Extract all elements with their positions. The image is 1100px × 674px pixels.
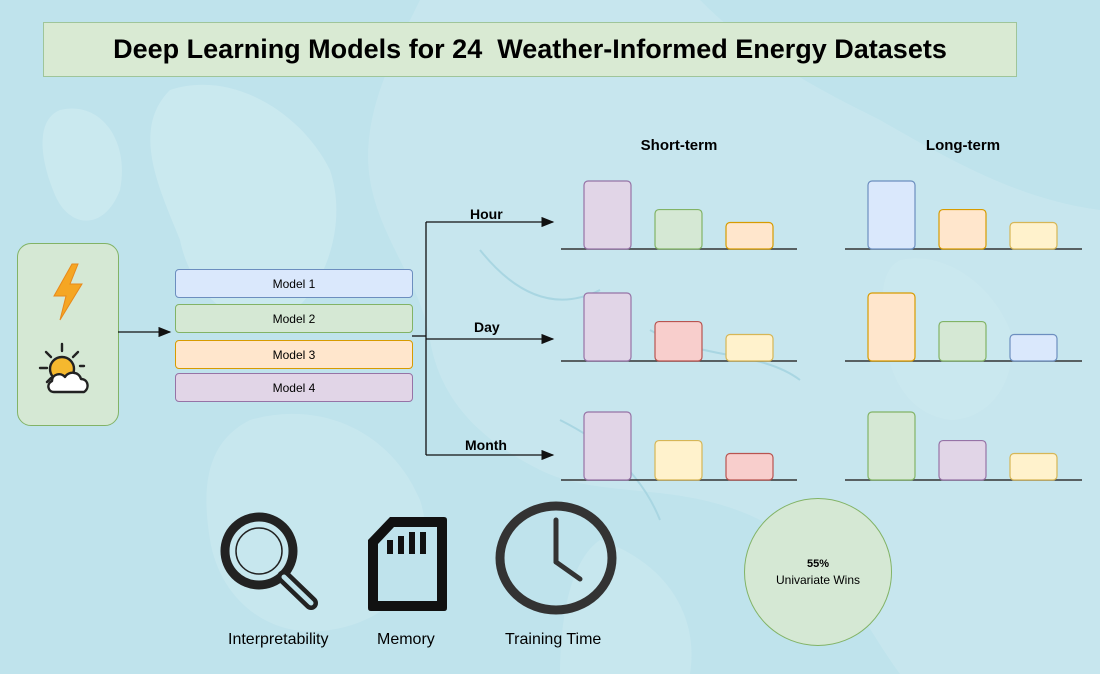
long-day-bar-3 — [1009, 333, 1058, 362]
long-month-bar-2 — [938, 439, 987, 481]
long-term-label: Long-term — [925, 137, 1001, 154]
long-day-bar-2 — [938, 320, 987, 362]
short-month-bar-3 — [725, 452, 774, 481]
model-box-4: Model 4 — [175, 373, 413, 402]
short-month-bar-2 — [654, 439, 703, 481]
short-hour-bar-1 — [583, 180, 632, 250]
long-day-bar-1 — [867, 292, 916, 362]
long-month-bar-3 — [1009, 452, 1058, 481]
short-month-bar-1 — [583, 411, 632, 481]
wins-percent: 55% — [806, 557, 830, 570]
bar-groups — [561, 180, 1082, 481]
model-box-2: Model 2 — [175, 304, 413, 333]
page-title: Deep Learning Models for 24 Weather-Info… — [43, 22, 1017, 77]
memory-caption: Memory — [377, 631, 435, 648]
input-data-box — [17, 243, 119, 426]
long-month-bar-1 — [867, 411, 916, 481]
hour-label: Hour — [470, 206, 503, 222]
training-time-caption: Training Time — [505, 631, 602, 648]
month-label: Month — [465, 437, 507, 453]
short-day-bar-3 — [725, 333, 774, 362]
magnifier-icon — [220, 512, 318, 610]
weather-icon — [38, 342, 89, 394]
short-hour-bar-3 — [725, 221, 774, 250]
short-term-label: Short-term — [640, 137, 718, 154]
day-label: Day — [474, 319, 500, 335]
long-hour-bar-3 — [1009, 221, 1058, 250]
model-box-3: Model 3 — [175, 340, 413, 369]
wins-label: Univariate Wins — [775, 572, 861, 587]
long-hour-bar-1 — [867, 180, 916, 250]
short-day-bar-2 — [654, 320, 703, 362]
univariate-wins-badge: 55% Univariate Wins — [744, 498, 892, 646]
long-hour-bar-2 — [938, 208, 987, 250]
short-day-bar-1 — [583, 292, 632, 362]
sd-card-icon — [368, 517, 447, 611]
short-hour-bar-2 — [654, 208, 703, 250]
lightning-icon — [53, 263, 83, 321]
clock-icon — [495, 501, 617, 615]
model-box-1: Model 1 — [175, 269, 413, 298]
interpretability-caption: Interpretability — [228, 631, 329, 648]
